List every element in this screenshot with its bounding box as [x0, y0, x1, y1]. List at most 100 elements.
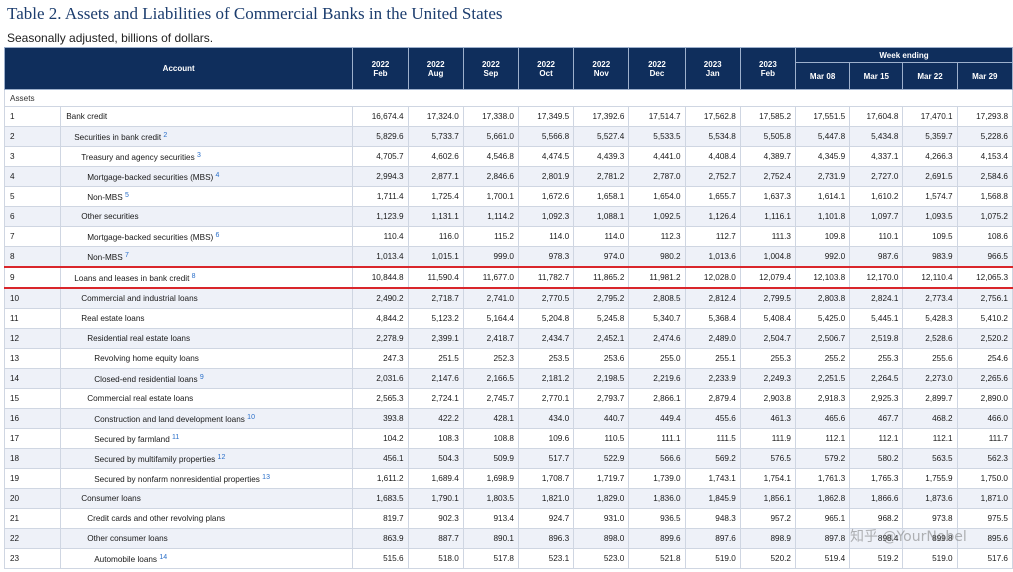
table-row: 19 Secured by nonfarm nonresidential prop…: [3, 468, 1013, 489]
value-cell: 4,337.1: [849, 146, 904, 167]
value-cell: 109.6: [517, 428, 575, 449]
table-row: 16 Construction and land development loan…: [3, 408, 1013, 429]
value-cell: 898.9: [739, 528, 797, 549]
value-cell: 504.3: [407, 448, 464, 469]
footnote-link[interactable]: 9: [199, 373, 204, 381]
value-cell: 12,110.4: [902, 266, 958, 289]
value-cell: 1,845.9: [684, 488, 741, 509]
value-cell: 112.1: [902, 428, 958, 449]
value-cell: 1,092.5: [628, 206, 686, 227]
value-cell: 11,865.2: [573, 266, 630, 289]
value-cell: 17,349.5: [517, 106, 575, 127]
value-cell: 2,745.7: [462, 388, 519, 409]
value-cell: 2,801.9: [517, 166, 575, 187]
value-cell: 114.0: [573, 226, 630, 247]
footnote-link[interactable]: 12: [217, 453, 226, 461]
footnote-link[interactable]: 7: [125, 251, 129, 259]
value-cell: 5,428.3: [902, 308, 958, 329]
value-cell: 2,718.7: [407, 287, 464, 309]
value-cell: 1,568.8: [956, 186, 1013, 207]
month-column-header: 2022 Oct: [517, 47, 575, 90]
value-cell: 1,013.6: [684, 246, 741, 268]
value-cell: 254.6: [956, 348, 1013, 369]
value-cell: 980.2: [628, 246, 686, 268]
row-number: 19: [3, 468, 62, 489]
value-cell: 247.3: [352, 348, 409, 369]
account-cell: Other securities: [60, 206, 354, 227]
account-cell: Credit cards and other revolving plans: [60, 508, 354, 529]
footnote-link[interactable]: 5: [125, 191, 129, 199]
account-label: Construction and land development loans: [94, 414, 245, 424]
value-cell: 1,862.8: [794, 488, 851, 509]
table-row: 23 Automobile loans 14 515.6 518.0 517.8 523.…: [3, 548, 1013, 569]
value-cell: 523.0: [573, 548, 630, 569]
value-cell: 17,392.6: [573, 106, 630, 127]
value-cell: 110.1: [849, 226, 904, 247]
value-cell: 2,752.4: [739, 166, 797, 187]
value-cell: 5,164.4: [462, 308, 519, 329]
value-cell: 108.8: [462, 428, 519, 449]
value-cell: 434.0: [517, 408, 575, 429]
value-cell: 5,245.8: [573, 308, 630, 329]
account-cell: Non-MBS 7: [60, 246, 354, 268]
value-cell: 1,836.0: [628, 488, 686, 509]
value-cell: 112.3: [628, 226, 686, 247]
row-number: 20: [3, 488, 62, 509]
value-cell: 2,879.4: [684, 388, 741, 409]
value-cell: 5,410.2: [956, 308, 1013, 329]
value-cell: 467.7: [849, 408, 904, 429]
value-cell: 1,700.1: [462, 186, 519, 207]
month-column-header: 2022 Feb: [352, 47, 409, 90]
row-number: 1: [3, 106, 62, 127]
value-cell: 1,015.1: [407, 246, 464, 268]
footnote-link[interactable]: 6: [215, 231, 220, 239]
footnote-link[interactable]: 14: [159, 553, 168, 561]
value-cell: 4,408.4: [684, 146, 741, 167]
value-cell: 4,844.2: [352, 308, 409, 329]
value-cell: 465.6: [794, 408, 851, 429]
watermark: 知乎 @YourNobel: [850, 529, 967, 545]
value-cell: 2,877.1: [407, 166, 464, 187]
row-number: 17: [3, 428, 62, 449]
value-cell: 521.8: [628, 548, 686, 569]
account-label: Credit cards and other revolving plans: [87, 514, 226, 523]
value-cell: 2,770.5: [517, 287, 575, 309]
value-cell: 957.2: [739, 508, 797, 529]
value-cell: 1,871.0: [956, 488, 1013, 509]
value-cell: 1,123.9: [352, 206, 409, 227]
footnote-link[interactable]: 4: [215, 171, 220, 179]
value-cell: 1,803.5: [462, 488, 519, 509]
value-cell: 515.6: [352, 548, 409, 569]
footnote-link[interactable]: 10: [247, 413, 255, 421]
value-cell: 819.7: [352, 508, 409, 529]
value-cell: 2,918.3: [794, 388, 851, 409]
value-cell: 1,092.3: [517, 206, 575, 227]
value-cell: 2,903.8: [739, 388, 797, 409]
account-cell: Automobile loans 14: [60, 548, 354, 569]
value-cell: 1,683.5: [352, 488, 409, 509]
value-cell: 5,534.8: [684, 126, 741, 147]
account-cell: Residential real estate loans: [60, 328, 354, 349]
value-cell: 16,674.4: [352, 106, 409, 127]
footnote-link[interactable]: 3: [196, 151, 201, 159]
value-cell: 2,812.4: [684, 287, 741, 309]
account-cell: Securities in bank credit 2: [60, 126, 354, 147]
value-cell: 2,731.9: [794, 166, 851, 187]
footnote-link[interactable]: 13: [262, 473, 270, 481]
account-label: Non-MBS: [87, 252, 123, 262]
account-label: Securities in bank credit: [74, 132, 162, 142]
footnote-link[interactable]: 11: [172, 433, 180, 441]
footnote-link[interactable]: 2: [163, 131, 168, 139]
account-label: Bank credit: [66, 112, 108, 121]
value-cell: 1,761.3: [794, 468, 851, 489]
value-cell: 569.2: [684, 448, 741, 469]
value-cell: 895.6: [956, 528, 1013, 549]
week-ending-header: Week ending: [795, 47, 1013, 63]
value-cell: 924.7: [517, 508, 575, 529]
value-cell: 111.9: [739, 428, 797, 449]
value-cell: 1,711.4: [352, 186, 409, 207]
value-cell: 1,873.6: [902, 488, 958, 509]
account-cell: Bank credit: [60, 106, 354, 127]
value-cell: 4,266.3: [902, 146, 958, 167]
footnote-link[interactable]: 8: [191, 272, 196, 280]
